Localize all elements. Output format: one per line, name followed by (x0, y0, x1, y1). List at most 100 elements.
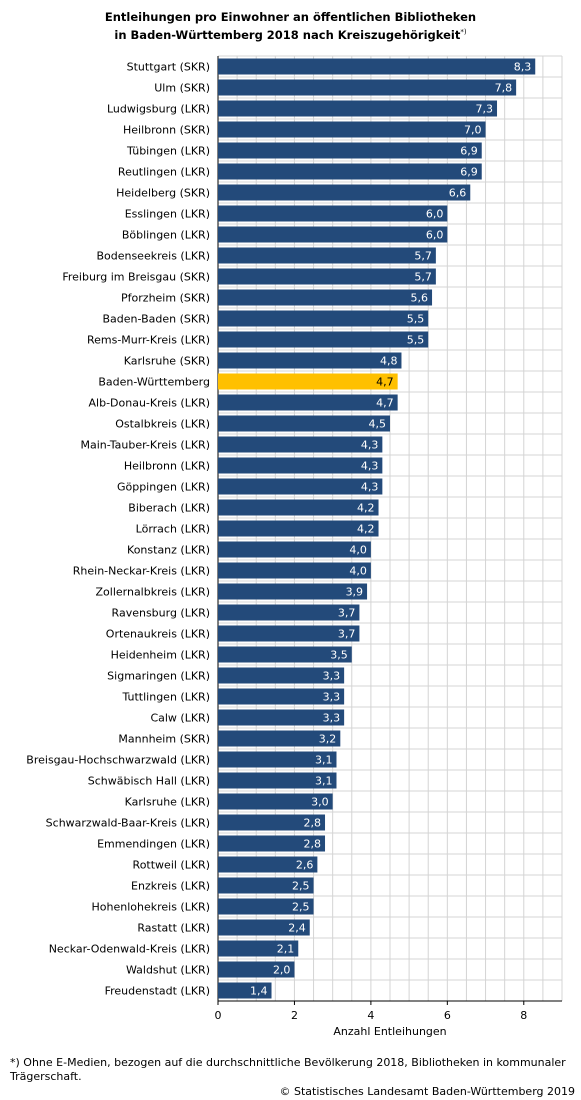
bar (218, 856, 318, 873)
category-label: Rems-Murr-Kreis (LKR) (87, 334, 210, 347)
category-label: Lörrach (LKR) (136, 523, 210, 536)
value-label: 5,5 (407, 334, 425, 347)
bar (218, 331, 429, 348)
category-label: Emmendingen (LKR) (97, 838, 210, 851)
category-label: Baden-Württemberg (98, 376, 210, 389)
bar (218, 289, 433, 306)
bar (218, 226, 448, 243)
x-tick-label: 0 (215, 1009, 222, 1022)
bar (218, 793, 333, 810)
chart-title: Entleihungen pro Einwohner an öffentlich… (0, 10, 581, 43)
category-label: Biberach (LKR) (128, 502, 210, 515)
category-label: Esslingen (LKR) (125, 208, 210, 221)
value-label: 8,3 (514, 61, 532, 74)
value-label: 4,2 (357, 502, 375, 515)
title-line-2: in Baden-Württemberg 2018 nach Kreiszuge… (114, 27, 461, 42)
category-label: Schwäbisch Hall (LKR) (88, 775, 210, 788)
bar (218, 625, 360, 642)
value-label: 4,0 (349, 544, 367, 557)
value-label: 3,3 (323, 670, 341, 683)
value-label: 7,8 (495, 82, 513, 95)
value-label: 3,1 (315, 754, 333, 767)
bar (218, 205, 448, 222)
category-label: Konstanz (LKR) (127, 544, 210, 557)
bar (218, 877, 314, 894)
bar (218, 436, 383, 453)
category-label: Ortenaukreis (LKR) (106, 628, 210, 641)
value-label: 4,7 (376, 397, 394, 410)
footnote: *) Ohne E-Medien, bezogen auf die durchs… (10, 1056, 566, 1083)
value-label: 4,3 (361, 460, 379, 473)
category-label: Enzkreis (LKR) (131, 880, 210, 893)
value-label: 6,6 (449, 187, 467, 200)
value-label: 4,0 (349, 565, 367, 578)
x-tick-label: 8 (520, 1009, 527, 1022)
bar (218, 100, 498, 117)
value-label: 3,1 (315, 775, 333, 788)
bar (218, 961, 295, 978)
value-label: 4,7 (376, 376, 394, 389)
category-label: Pforzheim (SKR) (121, 292, 210, 305)
bar (218, 79, 517, 96)
category-label: Main-Tauber-Kreis (LKR) (81, 439, 210, 452)
value-label: 5,5 (407, 313, 425, 326)
bar (218, 352, 402, 369)
bar (218, 541, 371, 558)
value-label: 7,3 (476, 103, 494, 116)
category-label: Stuttgart (SKR) (127, 61, 210, 74)
value-label: 4,8 (380, 355, 398, 368)
category-label: Freudenstadt (LKR) (105, 985, 210, 998)
value-label: 5,7 (414, 271, 432, 284)
source-credit: © Statistisches Landesamt Baden-Württemb… (279, 1085, 575, 1098)
bar (218, 184, 471, 201)
category-label: Waldshut (LKR) (126, 964, 210, 977)
category-label: Alb-Donau-Kreis (LKR) (89, 397, 211, 410)
value-label: 2,8 (304, 817, 322, 830)
value-label: 1,4 (250, 985, 268, 998)
category-label: Göppingen (LKR) (117, 481, 210, 494)
category-label: Bodenseekreis (LKR) (96, 250, 210, 263)
value-label: 5,7 (414, 250, 432, 263)
bar (218, 730, 341, 747)
value-label: 2,1 (277, 943, 295, 956)
value-label: 3,7 (338, 607, 356, 620)
category-label: Rottweil (LKR) (133, 859, 210, 872)
category-label: Neckar-Odenwald-Kreis (LKR) (49, 943, 210, 956)
bar (218, 982, 272, 999)
value-label: 3,3 (323, 691, 341, 704)
category-label: Rhein-Neckar-Kreis (LKR) (73, 565, 210, 578)
category-label: Breisgau-Hochschwarzwald (LKR) (26, 754, 210, 767)
bar (218, 394, 398, 411)
x-tick-label: 6 (444, 1009, 451, 1022)
title-footnote-marker: *) (460, 28, 467, 36)
category-label: Ravensburg (LKR) (112, 607, 210, 620)
category-label: Karlsruhe (SKR) (124, 355, 210, 368)
bar (218, 415, 390, 432)
value-label: 6,9 (460, 145, 478, 158)
category-label: Rastatt (LKR) (137, 922, 210, 935)
value-label: 3,3 (323, 712, 341, 725)
value-label: 3,5 (330, 649, 348, 662)
value-label: 4,3 (361, 439, 379, 452)
bar (218, 520, 379, 537)
bar (218, 919, 310, 936)
category-label: Ulm (SKR) (154, 82, 210, 95)
bar-chart: Stuttgart (SKR) 8,3 Ulm (SKR) 7,8 Ludwigsbur… (26, 55, 563, 1038)
bar (218, 835, 326, 852)
category-label: Hohenlohekreis (LKR) (91, 901, 210, 914)
value-label: 4,5 (369, 418, 387, 431)
bar (218, 604, 360, 621)
bar (218, 898, 314, 915)
value-label: 2,8 (304, 838, 322, 851)
value-label: 2,4 (288, 922, 306, 935)
bar-highlight (218, 373, 398, 390)
bar (218, 163, 482, 180)
category-label: Heidenheim (LKR) (111, 649, 210, 662)
bar (218, 478, 383, 495)
value-label: 2,6 (296, 859, 314, 872)
bar (218, 247, 436, 264)
bar (218, 583, 368, 600)
value-label: 3,9 (346, 586, 364, 599)
value-label: 2,5 (292, 880, 310, 893)
value-label: 2,5 (292, 901, 310, 914)
